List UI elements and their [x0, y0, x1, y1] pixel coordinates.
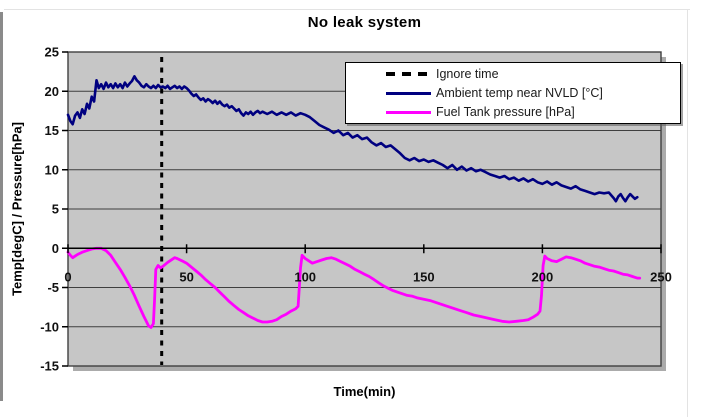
y-axis-title: Temp[degC] / Pressure[hPa] — [9, 122, 25, 296]
x-tick-label: 150 — [413, 269, 435, 284]
y-tick-label: 10 — [45, 162, 59, 177]
series-line-0 — [66, 75, 639, 203]
axes — [62, 51, 662, 367]
y-tick-label: -5 — [47, 280, 59, 295]
window-top-edge — [4, 9, 690, 10]
legend-item-ambient-temp: Ambient temp near NVLD [°C] — [386, 84, 680, 102]
window-right-edge — [687, 10, 688, 417]
legend-label: Fuel Tank pressure [hPa] — [436, 105, 575, 119]
legend-item-fuel-pressure: Fuel Tank pressure [hPa] — [386, 103, 680, 121]
legend-label: Ignore time — [436, 67, 499, 81]
x-axis-title: Time(min) — [333, 384, 396, 399]
series-line-1 — [66, 246, 642, 329]
navy-line-key-icon — [386, 91, 431, 95]
y-tick-label: -15 — [40, 359, 59, 374]
data-series — [66, 75, 642, 329]
dashed-line-key-icon — [386, 72, 431, 76]
y-tick-label: 15 — [45, 123, 59, 138]
x-tick-label: 50 — [179, 269, 193, 284]
magenta-line-key-icon — [386, 110, 431, 114]
y-tick-label: 5 — [52, 202, 59, 217]
y-tick-label: 0 — [52, 241, 59, 256]
legend: Ignore time Ambient temp near NVLD [°C] … — [345, 62, 681, 124]
x-tick-label: 100 — [294, 269, 316, 284]
legend-label: Ambient temp near NVLD [°C] — [436, 86, 603, 100]
y-tick-label: -10 — [40, 319, 59, 334]
window-left-edge — [0, 12, 3, 401]
legend-item-ignore-time: Ignore time — [386, 65, 680, 83]
y-tick-label: 20 — [45, 84, 59, 99]
chart-title: No leak system — [307, 14, 422, 31]
x-tick-label: 250 — [650, 269, 672, 284]
x-tick-label: 200 — [532, 269, 554, 284]
y-tick-label: 25 — [45, 45, 59, 60]
x-tick-label: 0 — [64, 269, 71, 284]
